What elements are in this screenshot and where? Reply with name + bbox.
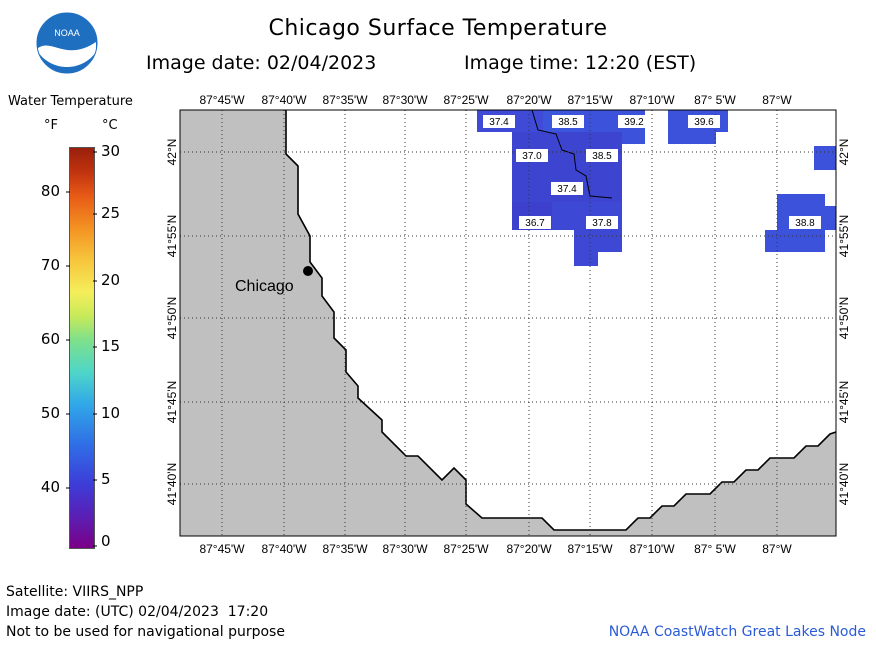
image-time: Image time: 12:20 (EST): [464, 52, 697, 74]
map-frame: [179, 109, 837, 537]
c-tick: 5: [101, 470, 111, 488]
page-title: Chicago Surface Temperature: [268, 16, 608, 41]
c-tick: 10: [101, 404, 121, 422]
lon-label-top: 87°25'W: [443, 93, 489, 107]
lon-label-top: 87°35'W: [322, 93, 368, 107]
temperature-label: 38.5: [592, 151, 612, 162]
c-tick: 15: [101, 337, 121, 355]
lat-label-right: 41°55'N: [837, 215, 851, 257]
lon-label-top: 87°45'W: [199, 93, 245, 107]
lon-label-top: 87°20'W: [506, 93, 552, 107]
unit-celsius: °C: [102, 118, 118, 133]
lat-label-left: 42°N: [165, 139, 179, 166]
lat-label-right: 41°45'N: [837, 381, 851, 423]
noaa-logo-text: NOAA: [54, 28, 80, 38]
lon-label-bottom: 87°20'W: [506, 542, 552, 556]
lon-label-bottom: 87°30'W: [382, 542, 428, 556]
f-tick: 40: [40, 478, 60, 496]
temperature-label: 36.7: [525, 218, 545, 229]
city-label: Chicago: [235, 278, 294, 295]
c-tick: 0: [101, 532, 111, 550]
unit-fahrenheit: °F: [44, 118, 58, 133]
c-tick: 25: [101, 204, 121, 222]
lon-label-top: 87°15'W: [567, 93, 613, 107]
lon-label-top: 87°30'W: [382, 93, 428, 107]
lon-label-top: 87°W: [762, 93, 792, 107]
lat-label-right: 41°50'N: [837, 297, 851, 339]
temperature-label: 39.6: [694, 117, 714, 128]
credit-text: NOAA CoastWatch Great Lakes Node: [608, 624, 866, 640]
temperature-label: 39.2: [624, 117, 644, 128]
color-scale-bar: [69, 147, 95, 549]
lat-label-left: 41°45'N: [165, 381, 179, 423]
graticule: [180, 110, 836, 536]
lon-label-top: 87°40'W: [261, 93, 307, 107]
temperature-label: 38.8: [795, 218, 815, 229]
temperature-label: 37.0: [522, 151, 542, 162]
c-tick: 30: [101, 142, 121, 160]
temperature-label: 37.4: [489, 117, 509, 128]
chicago-marker: [303, 266, 313, 276]
boundary-line: [531, 109, 613, 199]
lat-label-left: 41°50'N: [165, 297, 179, 339]
legend-ticks: [66, 151, 97, 547]
image-date: Image date: 02/04/2023: [146, 52, 377, 74]
temperature-label: 38.5: [558, 117, 578, 128]
legend-title: Water Temperature: [8, 94, 133, 109]
utc-date: Image date: (UTC) 02/04/2023 17:20: [6, 604, 269, 620]
lon-label-bottom: 87°40'W: [261, 542, 307, 556]
noaa-logo: NOAA: [36, 12, 98, 74]
land-mass: [180, 110, 836, 536]
lon-label-bottom: 87° 5'W: [694, 542, 736, 556]
f-tick: 60: [40, 330, 60, 348]
lat-label-left: 41°40'N: [165, 463, 179, 505]
lon-label-top: 87°10'W: [629, 93, 675, 107]
f-tick: 80: [40, 182, 60, 200]
lon-label-bottom: 87°10'W: [629, 542, 675, 556]
temperature-label: 37.8: [592, 218, 612, 229]
lat-label-left: 41°55'N: [165, 215, 179, 257]
lon-label-bottom: 87°45'W: [199, 542, 245, 556]
lon-label-bottom: 87°W: [762, 542, 792, 556]
lon-label-bottom: 87°35'W: [322, 542, 368, 556]
lon-label-bottom: 87°15'W: [567, 542, 613, 556]
disclaimer: Not to be used for navigational purpose: [6, 624, 285, 640]
c-tick: 20: [101, 271, 121, 289]
lat-label-right: 41°40'N: [837, 463, 851, 505]
lon-label-bottom: 87°25'W: [443, 542, 489, 556]
lon-label-top: 87° 5'W: [694, 93, 736, 107]
satellite-info: Satellite: VIIRS_NPP: [6, 584, 144, 600]
f-tick: 50: [40, 404, 60, 422]
f-tick: 70: [40, 256, 60, 274]
coastline: [285, 110, 837, 531]
temperature-label: 37.4: [557, 184, 577, 195]
lat-label-right: 42°N: [837, 139, 851, 166]
